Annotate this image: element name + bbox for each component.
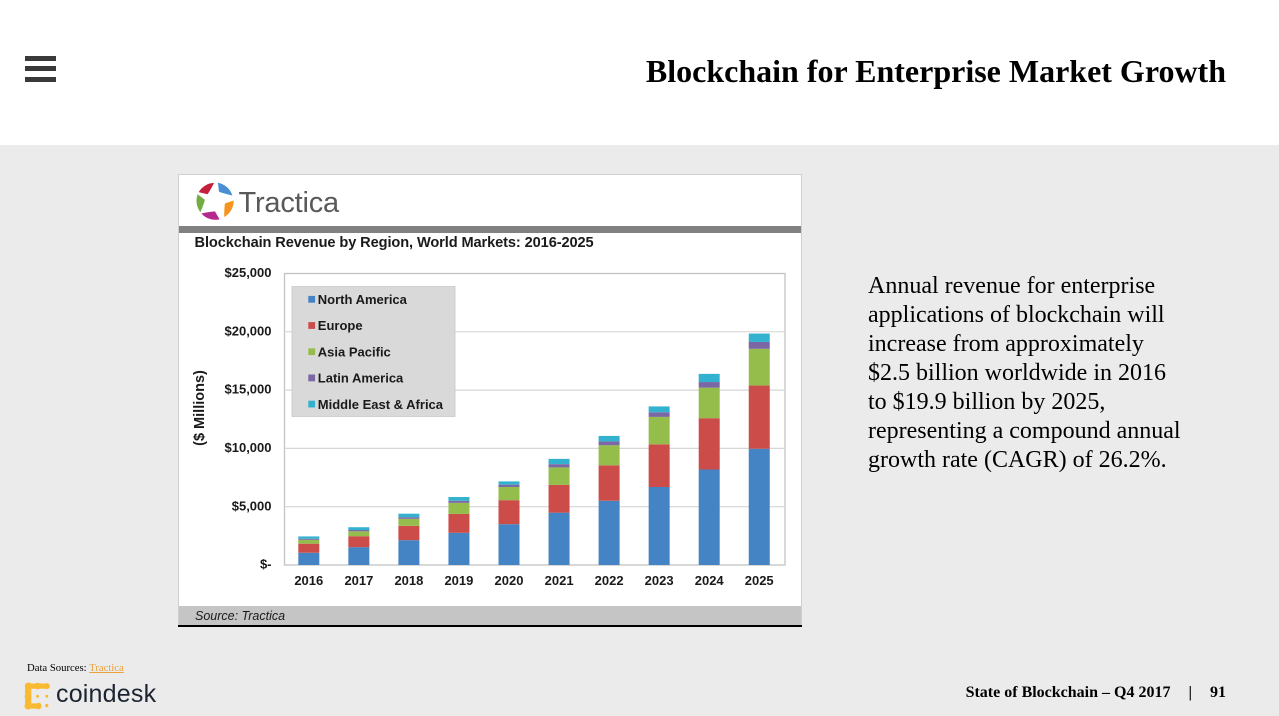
svg-text:2022: 2022	[595, 573, 624, 588]
svg-text:$5,000: $5,000	[232, 498, 272, 513]
svg-text:2021: 2021	[545, 573, 574, 588]
svg-text:2016: 2016	[294, 573, 323, 588]
svg-text:$-: $-	[260, 557, 272, 572]
svg-text:2023: 2023	[645, 573, 674, 588]
svg-text:Europe: Europe	[318, 318, 363, 333]
svg-text:North America: North America	[318, 292, 408, 307]
svg-text:2019: 2019	[444, 573, 473, 588]
svg-text:$20,000: $20,000	[225, 323, 272, 338]
svg-text:($ Millions): ($ Millions)	[192, 370, 208, 446]
svg-text:Latin America: Latin America	[318, 371, 404, 386]
svg-text:2025: 2025	[745, 573, 774, 588]
svg-text:2024: 2024	[695, 573, 725, 588]
svg-text:$15,000: $15,000	[225, 382, 272, 397]
svg-text:$25,000: $25,000	[225, 265, 272, 280]
svg-text:Middle East & Africa: Middle East & Africa	[318, 397, 444, 412]
svg-text:2018: 2018	[394, 573, 423, 588]
svg-text:$10,000: $10,000	[225, 440, 272, 455]
svg-text:2017: 2017	[344, 573, 373, 588]
svg-text:Asia Pacific: Asia Pacific	[318, 344, 391, 359]
svg-text:2020: 2020	[495, 573, 524, 588]
